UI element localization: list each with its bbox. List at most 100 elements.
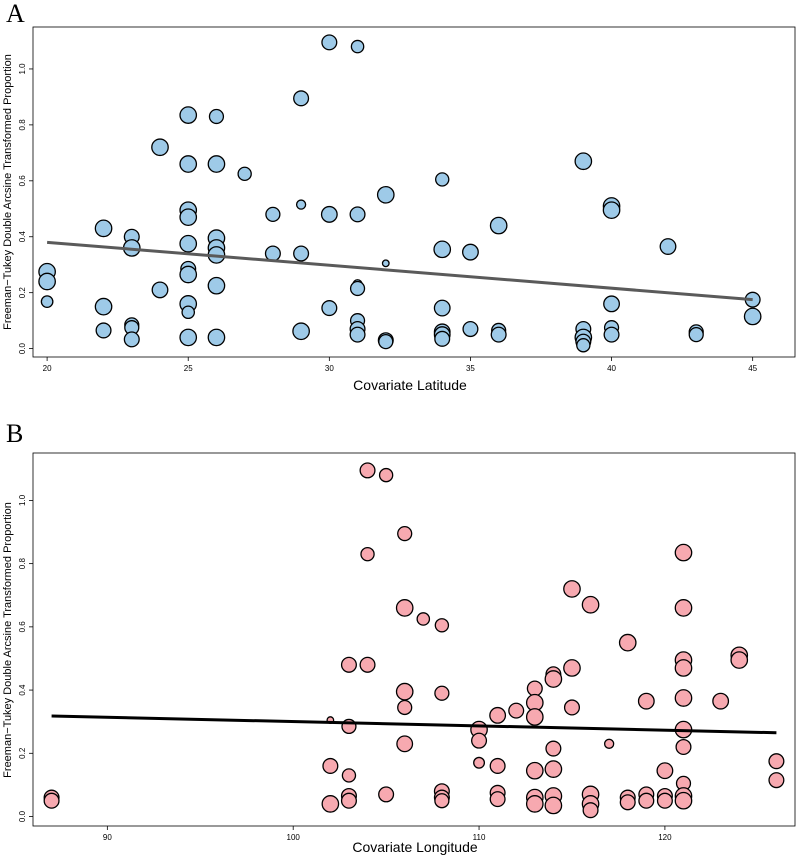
panel-b-data-point: [378, 786, 395, 803]
panel-a-data-point: [95, 322, 112, 339]
panel-b-data-point: [526, 680, 543, 697]
panel-a-data-point: [743, 307, 762, 326]
panel-a-axes: 20 25 30 35 40 45 0.0 0.2 0.4 0.6 0.8 1.0: [18, 63, 758, 373]
panel-a-data-point: [179, 155, 198, 173]
panel-b-data-point: [674, 659, 693, 677]
panel-a-data-point: [688, 327, 704, 343]
panel-a-data-point: [349, 280, 366, 297]
panel-a-data-point: [207, 276, 226, 295]
panel-b-data-point: [638, 792, 655, 809]
panel-b-data-point: [378, 467, 394, 483]
panel-a-data-point: [123, 331, 140, 348]
panel-a-x-tick-label: 35: [466, 364, 475, 373]
panel-b-data-point: [43, 792, 60, 809]
panel-b-data-point: [359, 656, 376, 673]
panel-b-y-tick-label: 0.0: [18, 810, 27, 822]
panel-b-data-point: [656, 792, 673, 809]
panel-b-data-point: [395, 599, 414, 617]
panel-b-data-point: [360, 546, 375, 562]
panel-a-data-point: [381, 259, 390, 268]
panel-b-data-point: [321, 795, 340, 813]
panel-a-y-tick-label: 0.8: [18, 119, 27, 131]
panel-b-x-tick-label: 100: [287, 833, 301, 842]
panel-b-data-point: [637, 692, 655, 710]
panel-a-data-point: [265, 206, 281, 222]
panel-b-data-point: [473, 756, 486, 769]
panel-b-data-point: [340, 656, 357, 673]
panel-a-data-point: [490, 326, 507, 343]
panel-a-data-point: [462, 243, 479, 261]
panel-b-data-point: [730, 651, 749, 669]
panel-b-data-point: [396, 735, 414, 753]
panel-a-data-point: [435, 172, 450, 187]
panel-a-data-point: [237, 166, 252, 182]
panel-a-data-point: [434, 330, 451, 347]
panel-a-plot-frame: [32, 26, 796, 358]
panel-b-data-point: [712, 692, 730, 710]
panel-b-data-point: [525, 708, 544, 726]
panel-b-data-point: [768, 772, 785, 789]
panel-b-data-point: [489, 757, 506, 774]
panel-a-data-point: [293, 90, 310, 107]
panel-b-data-point: [545, 740, 562, 757]
panel-b-data-point: [619, 794, 636, 811]
panel-b-data-point: [397, 525, 413, 542]
panel-a-x-tick-label: 30: [325, 364, 334, 373]
panel-a-data-point: [38, 272, 56, 291]
panel-b-data-point: [768, 753, 785, 770]
panel-a-data-point: [151, 138, 169, 157]
panel-b-data-point: [544, 796, 563, 815]
panel-a-data-point: [574, 152, 593, 171]
panel-b-data-point: [581, 595, 600, 614]
panel-b-y-tick-label: 0.4: [18, 684, 27, 696]
panel-a-data-point: [293, 245, 310, 262]
panel-b-data-point: [674, 543, 693, 562]
panel-a-data-point: [151, 281, 169, 299]
panel-a-data-point: [179, 234, 198, 253]
panel-a-y-axis-title: Freeman−Tukey Double Arcsine Transformed…: [2, 54, 14, 330]
panel-a-x-tick-label: 45: [748, 364, 757, 373]
panel-b-data-point: [675, 738, 692, 756]
panel-a-data-point: [576, 338, 591, 353]
panel-a: A 20 25 30 35 40 45 0.0 0.2 0.4 0.6 0.8 1.0 Covaria…: [2, 0, 796, 393]
panel-b-data-point: [582, 802, 599, 819]
panel-a-data-point: [179, 106, 198, 124]
panel-b-data-point: [434, 793, 450, 809]
panel-b-x-tick-label: 90: [103, 833, 112, 842]
panel-a-label: A: [6, 0, 25, 28]
panel-b-data-point: [544, 670, 563, 688]
panel-a-data-point: [462, 321, 479, 338]
panel-a-data-point: [179, 265, 198, 284]
panel-b-data-point: [416, 612, 431, 626]
panel-a-data-point: [264, 245, 281, 262]
panel-b-y-tick-label: 1.0: [18, 494, 27, 506]
panel-b-data-point: [434, 618, 450, 633]
panel-b-data-point: [656, 762, 674, 780]
panel-b-data-point: [489, 706, 507, 724]
panel-a-regression-line: [46, 240, 753, 302]
panel-b-x-tick-label: 120: [658, 833, 672, 842]
panel-b-data-point: [563, 699, 581, 716]
panel-b-data-point: [489, 791, 506, 808]
panel-a-data-point: [433, 240, 452, 259]
panel-a-x-tick-label: 25: [184, 364, 193, 373]
panel-a-data-point: [94, 219, 113, 238]
panel-a-data-point: [207, 328, 226, 347]
panel-b-x-tick-label: 110: [473, 833, 486, 842]
panel-b-axes: 90 100 110 120 0.0 0.2 0.4 0.6 0.8 1.0: [18, 494, 672, 842]
panel-a-data-point: [94, 297, 113, 316]
panel-b-data-point: [341, 768, 357, 783]
panel-a-y-tick-label: 0.2: [18, 287, 27, 299]
panel-a-data-point: [659, 238, 677, 255]
panel-a-data-point: [378, 333, 394, 350]
panel-a-data-point: [179, 208, 198, 227]
panel-a-x-axis-title: Covariate Latitude: [353, 377, 467, 393]
panel-b-y-tick-label: 0.2: [18, 747, 27, 759]
panel-b-data-point: [525, 761, 544, 780]
panel-a-data-point: [40, 295, 54, 309]
panel-a-data-point: [349, 206, 366, 223]
panel-a-data-point: [179, 328, 198, 347]
panel-a-data-point: [376, 185, 395, 204]
panel-b-y-tick-label: 0.6: [18, 621, 27, 633]
